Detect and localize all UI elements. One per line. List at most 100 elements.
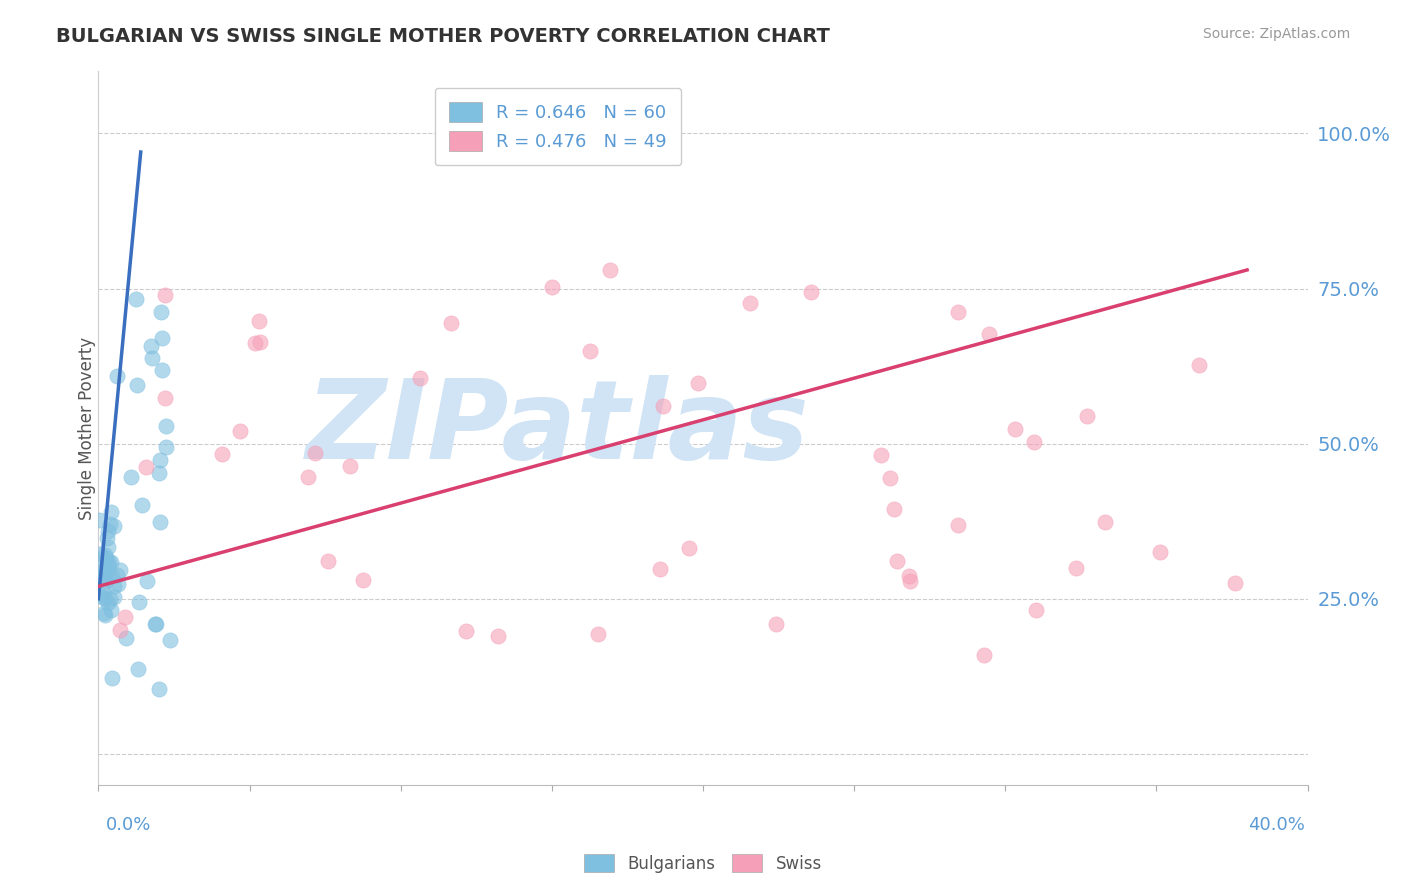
Point <box>1223 576 1246 591</box>
Point <box>339 459 361 474</box>
Point <box>141 339 163 353</box>
Point <box>651 399 673 413</box>
Point <box>107 568 129 582</box>
Point <box>249 334 271 349</box>
Point <box>148 467 170 481</box>
Point <box>131 498 153 512</box>
Point <box>136 574 159 589</box>
Point <box>128 594 150 608</box>
Point <box>1076 409 1098 423</box>
Point <box>879 471 901 485</box>
Point <box>115 632 138 646</box>
Point <box>97 596 120 610</box>
Point <box>883 502 905 516</box>
Point <box>155 440 177 454</box>
Point <box>486 629 509 643</box>
Point <box>579 344 602 359</box>
Point <box>870 448 893 462</box>
Point <box>127 378 149 392</box>
Point <box>93 591 115 605</box>
Point <box>599 263 621 277</box>
Point <box>93 606 115 620</box>
Point <box>304 446 326 460</box>
Point <box>141 351 163 365</box>
Point <box>94 570 117 584</box>
Point <box>586 626 609 640</box>
Point <box>211 447 233 461</box>
Point <box>886 554 908 568</box>
Point <box>91 563 114 577</box>
Point <box>316 554 339 568</box>
Point <box>143 616 166 631</box>
Point <box>90 590 112 604</box>
Point <box>541 280 564 294</box>
Point <box>898 574 921 589</box>
Point <box>96 540 118 554</box>
Point <box>648 562 671 576</box>
Point <box>135 460 157 475</box>
Point <box>98 554 121 568</box>
Text: Source: ZipAtlas.com: Source: ZipAtlas.com <box>1202 27 1350 41</box>
Point <box>100 555 122 569</box>
Point <box>946 518 969 533</box>
Point <box>688 376 710 390</box>
Point <box>678 541 700 556</box>
Point <box>103 518 125 533</box>
Point <box>229 424 252 438</box>
Point <box>1004 422 1026 436</box>
Point <box>456 624 478 638</box>
Point <box>97 524 120 539</box>
Point <box>977 326 1000 341</box>
Point <box>127 663 149 677</box>
Point <box>100 505 122 519</box>
Point <box>101 671 124 685</box>
Point <box>96 531 118 545</box>
Point <box>91 582 114 597</box>
Point <box>153 288 176 302</box>
Point <box>1064 561 1087 575</box>
Point <box>765 616 787 631</box>
Point <box>1022 434 1045 449</box>
Point <box>125 292 148 306</box>
Point <box>103 591 125 605</box>
Point <box>155 391 177 405</box>
Point <box>898 569 921 583</box>
Point <box>800 285 823 299</box>
Point <box>1025 603 1047 617</box>
Point <box>94 574 117 588</box>
Point <box>108 563 131 577</box>
Legend: Bulgarians, Swiss: Bulgarians, Swiss <box>578 847 828 880</box>
Text: ZIPatlas: ZIPatlas <box>307 375 810 482</box>
Point <box>409 371 432 385</box>
Point <box>946 305 969 319</box>
Point <box>247 314 270 328</box>
Text: 0.0%: 0.0% <box>105 816 150 834</box>
Point <box>87 513 110 527</box>
Point <box>145 616 167 631</box>
Point <box>245 335 267 350</box>
Point <box>1188 358 1211 372</box>
Text: 40.0%: 40.0% <box>1249 816 1305 834</box>
Point <box>120 470 142 484</box>
Point <box>738 296 761 310</box>
Point <box>103 579 125 593</box>
Point <box>149 453 172 467</box>
Point <box>1094 515 1116 529</box>
Point <box>148 681 170 696</box>
Point <box>352 573 374 587</box>
Point <box>1149 545 1171 559</box>
Point <box>150 331 173 345</box>
Point <box>94 549 117 563</box>
Point <box>87 570 110 584</box>
Point <box>100 568 122 582</box>
Point <box>155 419 177 434</box>
Point <box>97 558 120 573</box>
Point <box>98 516 121 531</box>
Point <box>440 316 463 330</box>
Point <box>94 608 117 623</box>
Point <box>159 633 181 648</box>
Point <box>87 564 110 578</box>
Text: BULGARIAN VS SWISS SINGLE MOTHER POVERTY CORRELATION CHART: BULGARIAN VS SWISS SINGLE MOTHER POVERTY… <box>56 27 830 45</box>
Point <box>150 363 173 377</box>
Point <box>297 470 319 484</box>
